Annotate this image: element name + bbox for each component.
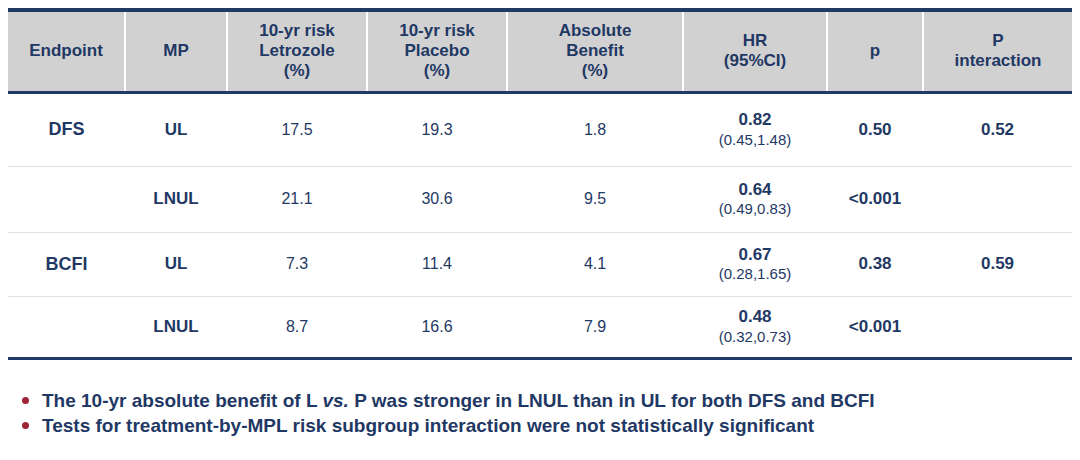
hr-cell: 0.64 (0.49,0.83) (683, 166, 827, 232)
col-header-mp: MP (125, 10, 227, 92)
hr-value: 0.48 (685, 307, 825, 327)
table-row-dfs-ul: DFS UL 17.5 19.3 1.8 0.82 (0.45,1.48) 0.… (8, 92, 1072, 166)
hr-ci: (0.49,0.83) (685, 200, 825, 218)
endpoint-cell (8, 296, 125, 358)
table-row-dfs-lnul: LNUL 21.1 30.6 9.5 0.64 (0.49,0.83) <0.0… (8, 166, 1072, 232)
risk-placebo-cell: 19.3 (367, 92, 507, 166)
p-interaction-cell: 0.52 (923, 92, 1072, 166)
table-row-bcfi-ul: BCFI UL 7.3 11.4 4.1 0.67 (0.28,1.65) 0.… (8, 232, 1072, 296)
absolute-benefit-cell: 4.1 (507, 232, 683, 296)
hr-ci: (0.32,0.73) (685, 328, 825, 346)
bullet-marker-icon (22, 397, 29, 404)
risk-placebo-cell: 16.6 (367, 296, 507, 358)
endpoint-cell: BCFI (8, 232, 125, 296)
col-header-absolute-benefit: Absolute Benefit (%) (507, 10, 683, 92)
bullet-absolute-benefit: The 10-yr absolute benefit of L vs. P wa… (20, 388, 1064, 413)
absolute-benefit-cell: 9.5 (507, 166, 683, 232)
hr-cell: 0.82 (0.45,1.48) (683, 92, 827, 166)
slide: Endpoint MP 10-yr risk Letrozole (%) 10-… (0, 0, 1080, 460)
col-header-p: p (827, 10, 923, 92)
p-value-cell: <0.001 (827, 296, 923, 358)
hr-value: 0.82 (685, 110, 825, 130)
table-row-bcfi-lnul: LNUL 8.7 16.6 7.9 0.48 (0.32,0.73) <0.00… (8, 296, 1072, 358)
p-value-cell: 0.50 (827, 92, 923, 166)
bullet-text: Tests for treatment-by-MPL risk subgroup… (42, 413, 814, 438)
col-header-hr: HR (95%CI) (683, 10, 827, 92)
absolute-benefit-cell: 7.9 (507, 296, 683, 358)
endpoint-cell: DFS (8, 92, 125, 166)
mp-cell: UL (125, 92, 227, 166)
absolute-benefit-cell: 1.8 (507, 92, 683, 166)
summary-bullets: The 10-yr absolute benefit of L vs. P wa… (20, 388, 1064, 438)
bullet-marker-icon (22, 422, 29, 429)
hr-cell: 0.67 (0.28,1.65) (683, 232, 827, 296)
col-header-risk-placebo: 10-yr risk Placebo (%) (367, 10, 507, 92)
p-interaction-cell (923, 296, 1072, 358)
results-table: Endpoint MP 10-yr risk Letrozole (%) 10-… (8, 8, 1072, 360)
risk-placebo-cell: 30.6 (367, 166, 507, 232)
risk-letrozole-cell: 7.3 (227, 232, 367, 296)
p-interaction-cell (923, 166, 1072, 232)
p-value-cell: <0.001 (827, 166, 923, 232)
hr-value: 0.67 (685, 245, 825, 265)
hr-cell: 0.48 (0.32,0.73) (683, 296, 827, 358)
col-header-endpoint: Endpoint (8, 10, 125, 92)
col-header-p-interaction: P interaction (923, 10, 1072, 92)
bullet-text: The 10-yr absolute benefit of L vs. P wa… (42, 388, 875, 413)
risk-letrozole-cell: 17.5 (227, 92, 367, 166)
header-row: Endpoint MP 10-yr risk Letrozole (%) 10-… (8, 10, 1072, 92)
p-interaction-cell: 0.59 (923, 232, 1072, 296)
col-header-risk-letrozole: 10-yr risk Letrozole (%) (227, 10, 367, 92)
mp-cell: LNUL (125, 166, 227, 232)
p-value-cell: 0.38 (827, 232, 923, 296)
hr-ci: (0.28,1.65) (685, 265, 825, 283)
risk-letrozole-cell: 21.1 (227, 166, 367, 232)
risk-letrozole-cell: 8.7 (227, 296, 367, 358)
hr-value: 0.64 (685, 180, 825, 200)
bullet-interaction-tests: Tests for treatment-by-MPL risk subgroup… (20, 413, 1064, 438)
mp-cell: LNUL (125, 296, 227, 358)
mp-cell: UL (125, 232, 227, 296)
endpoint-cell (8, 166, 125, 232)
risk-placebo-cell: 11.4 (367, 232, 507, 296)
hr-ci: (0.45,1.48) (685, 131, 825, 149)
